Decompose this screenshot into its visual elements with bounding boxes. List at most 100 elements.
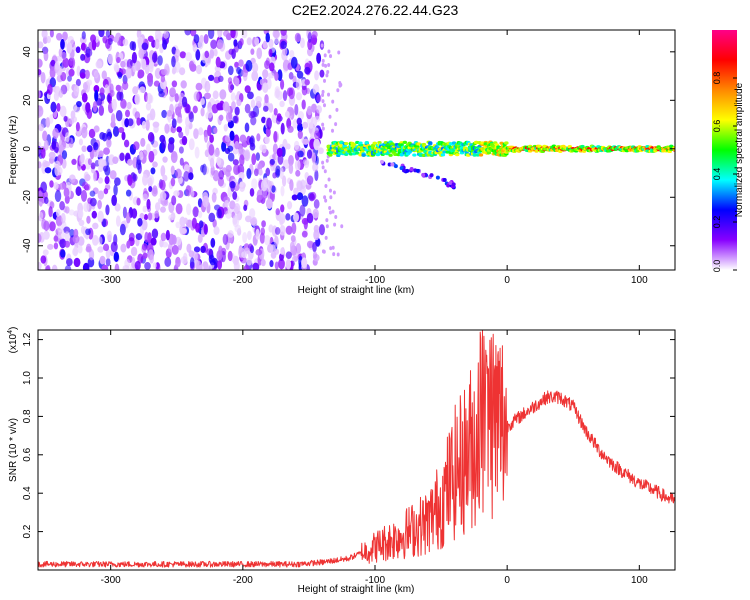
heatmap-cell: [219, 89, 227, 100]
heatmap-cell: [39, 211, 44, 220]
heatmap-cell: [171, 55, 176, 68]
heatmap-cell: [150, 167, 156, 175]
heatmap-cell: [327, 62, 331, 67]
x-tick-label: 0: [504, 575, 510, 586]
heatmap-cell: [412, 153, 417, 157]
heatmap-cell: [188, 172, 194, 180]
heatmap-cell: [325, 73, 329, 78]
heatmap-cell: [239, 154, 245, 166]
heatmap-cell: [148, 150, 155, 163]
heatmap-cell: [77, 244, 83, 254]
heatmap-cell: [118, 127, 125, 134]
heatmap-cell: [278, 258, 285, 270]
heatmap-cell: [364, 140, 370, 145]
heatmap-cell: [109, 170, 117, 180]
heatmap-cell: [72, 103, 78, 112]
heatmap-cell: [38, 198, 43, 207]
heatmap-cell: [142, 193, 148, 201]
heatmap-cell: [301, 230, 308, 238]
heatmap-cell: [324, 235, 328, 240]
heatmap-cell: [140, 137, 146, 147]
heatmap-cell: [278, 253, 284, 261]
heatmap-cell: [171, 118, 177, 129]
heatmap-cell: [189, 257, 195, 269]
heatmap-cell: [261, 144, 267, 154]
heatmap-cell: [120, 243, 127, 253]
heatmap-cell: [84, 69, 90, 80]
heatmap-cell: [198, 220, 204, 229]
heatmap-cell: [228, 81, 234, 93]
heatmap-cell: [131, 51, 137, 64]
heatmap-cell: [250, 116, 257, 126]
colorbar-tick-label: 0.8: [712, 72, 722, 85]
heatmap-cell: [43, 160, 51, 168]
heatmap-cell: [258, 168, 263, 176]
heatmap-cell: [234, 203, 241, 215]
heatmap-cell: [290, 235, 296, 243]
heatmap-cell: [227, 145, 234, 152]
heatmap-cell: [75, 101, 82, 108]
heatmap-cell: [38, 123, 44, 132]
heatmap-cell: [145, 143, 151, 155]
heatmap-cell: [92, 101, 98, 113]
heatmap-cell: [138, 48, 145, 59]
heatmap-cell: [62, 57, 70, 68]
heatmap-cell: [294, 159, 301, 171]
heatmap-cell: [280, 185, 285, 197]
heatmap-cell: [190, 30, 197, 37]
heatmap-cell: [195, 49, 201, 61]
heatmap-cell: [156, 31, 164, 39]
heatmap-cell: [302, 138, 310, 145]
heatmap-cell: [122, 206, 127, 219]
heatmap-cell: [61, 51, 67, 60]
colorbar-label: Normalized spectral amplitude: [734, 82, 745, 217]
heatmap-cell: [38, 41, 44, 49]
heatmap-cell: [274, 248, 280, 255]
heatmap-cell: [265, 32, 270, 43]
heatmap-cell: [216, 250, 223, 261]
heatmap-cell: [295, 242, 302, 254]
heatmap-cell: [151, 228, 159, 239]
heatmap-cell: [122, 38, 129, 46]
heatmap-cell: [266, 117, 272, 130]
heatmap-cell: [227, 230, 234, 238]
snr-y-axis-label: SNR (10 * v/v): [8, 418, 19, 482]
heatmap-cell: [183, 252, 188, 263]
heatmap-cell: [76, 65, 81, 77]
heatmap-cell: [103, 188, 109, 195]
heatmap-cell: [313, 229, 320, 241]
heatmap-cell: [64, 240, 71, 248]
heatmap-cell: [320, 43, 324, 48]
heatmap-cell: [316, 94, 322, 103]
heatmap-cell: [217, 177, 225, 187]
heatmap-cell: [113, 251, 120, 263]
heatmap-cell: [203, 34, 209, 45]
heatmap-cell: [268, 48, 273, 58]
heatmap-cell: [245, 60, 253, 72]
heatmap-cell: [54, 60, 60, 70]
heatmap-cell: [197, 233, 203, 243]
heatmap-cell: [69, 117, 75, 125]
heatmap-cell: [59, 182, 67, 190]
heatmap-cell: [61, 150, 68, 160]
heatmap-cell: [66, 258, 73, 267]
heatmap-cell: [442, 178, 447, 183]
heatmap-cell: [288, 87, 295, 100]
heatmap-cell: [421, 172, 426, 177]
heatmap-cell: [361, 153, 366, 157]
y-tick-label: 1.0: [22, 371, 33, 385]
heatmap-cell: [210, 237, 216, 248]
heatmap-cell: [255, 152, 261, 161]
heatmap-cell: [71, 158, 77, 165]
heatmap-cell: [294, 32, 301, 43]
heatmap-cell: [91, 39, 97, 51]
heatmap-cell: [93, 84, 100, 93]
heatmap-cell: [38, 233, 42, 243]
heatmap-cell: [77, 209, 84, 219]
heatmap-cell: [216, 156, 222, 166]
heatmap-cell: [313, 138, 321, 151]
heatmap-cell: [62, 31, 68, 41]
heatmap-cell: [293, 251, 299, 262]
y-tick-label: 40: [22, 46, 33, 58]
heatmap-cell: [67, 75, 72, 82]
